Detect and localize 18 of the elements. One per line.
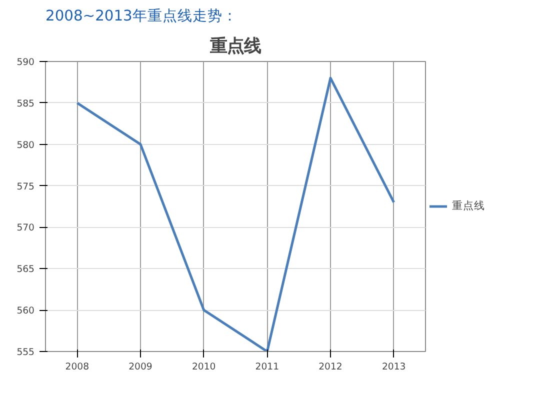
y-tick-label: 565 bbox=[16, 264, 35, 276]
y-tick-label: 555 bbox=[16, 347, 35, 358]
y-tick-label: 575 bbox=[16, 181, 35, 192]
y-tick-label: 580 bbox=[16, 140, 35, 151]
x-tick-label: 2008 bbox=[65, 362, 90, 372]
x-tick-label: 2013 bbox=[382, 362, 406, 372]
x-tick-label: 2012 bbox=[318, 362, 342, 372]
chart-title: 重点线 bbox=[209, 36, 261, 56]
text: 2008~2013年重点线走势： bbox=[46, 8, 238, 24]
y-tick-label: 585 bbox=[16, 98, 35, 110]
x-tick-label: 2009 bbox=[128, 362, 152, 372]
x-tick-label: 2010 bbox=[192, 362, 216, 372]
y-tick-label: 590 bbox=[16, 57, 35, 68]
y-tick-label: 570 bbox=[16, 222, 35, 234]
y-tick-label: 560 bbox=[16, 306, 35, 317]
legend-label: 重点线 bbox=[452, 199, 485, 213]
line-series bbox=[76, 76, 396, 352]
x-tick-label: 2011 bbox=[255, 362, 280, 372]
